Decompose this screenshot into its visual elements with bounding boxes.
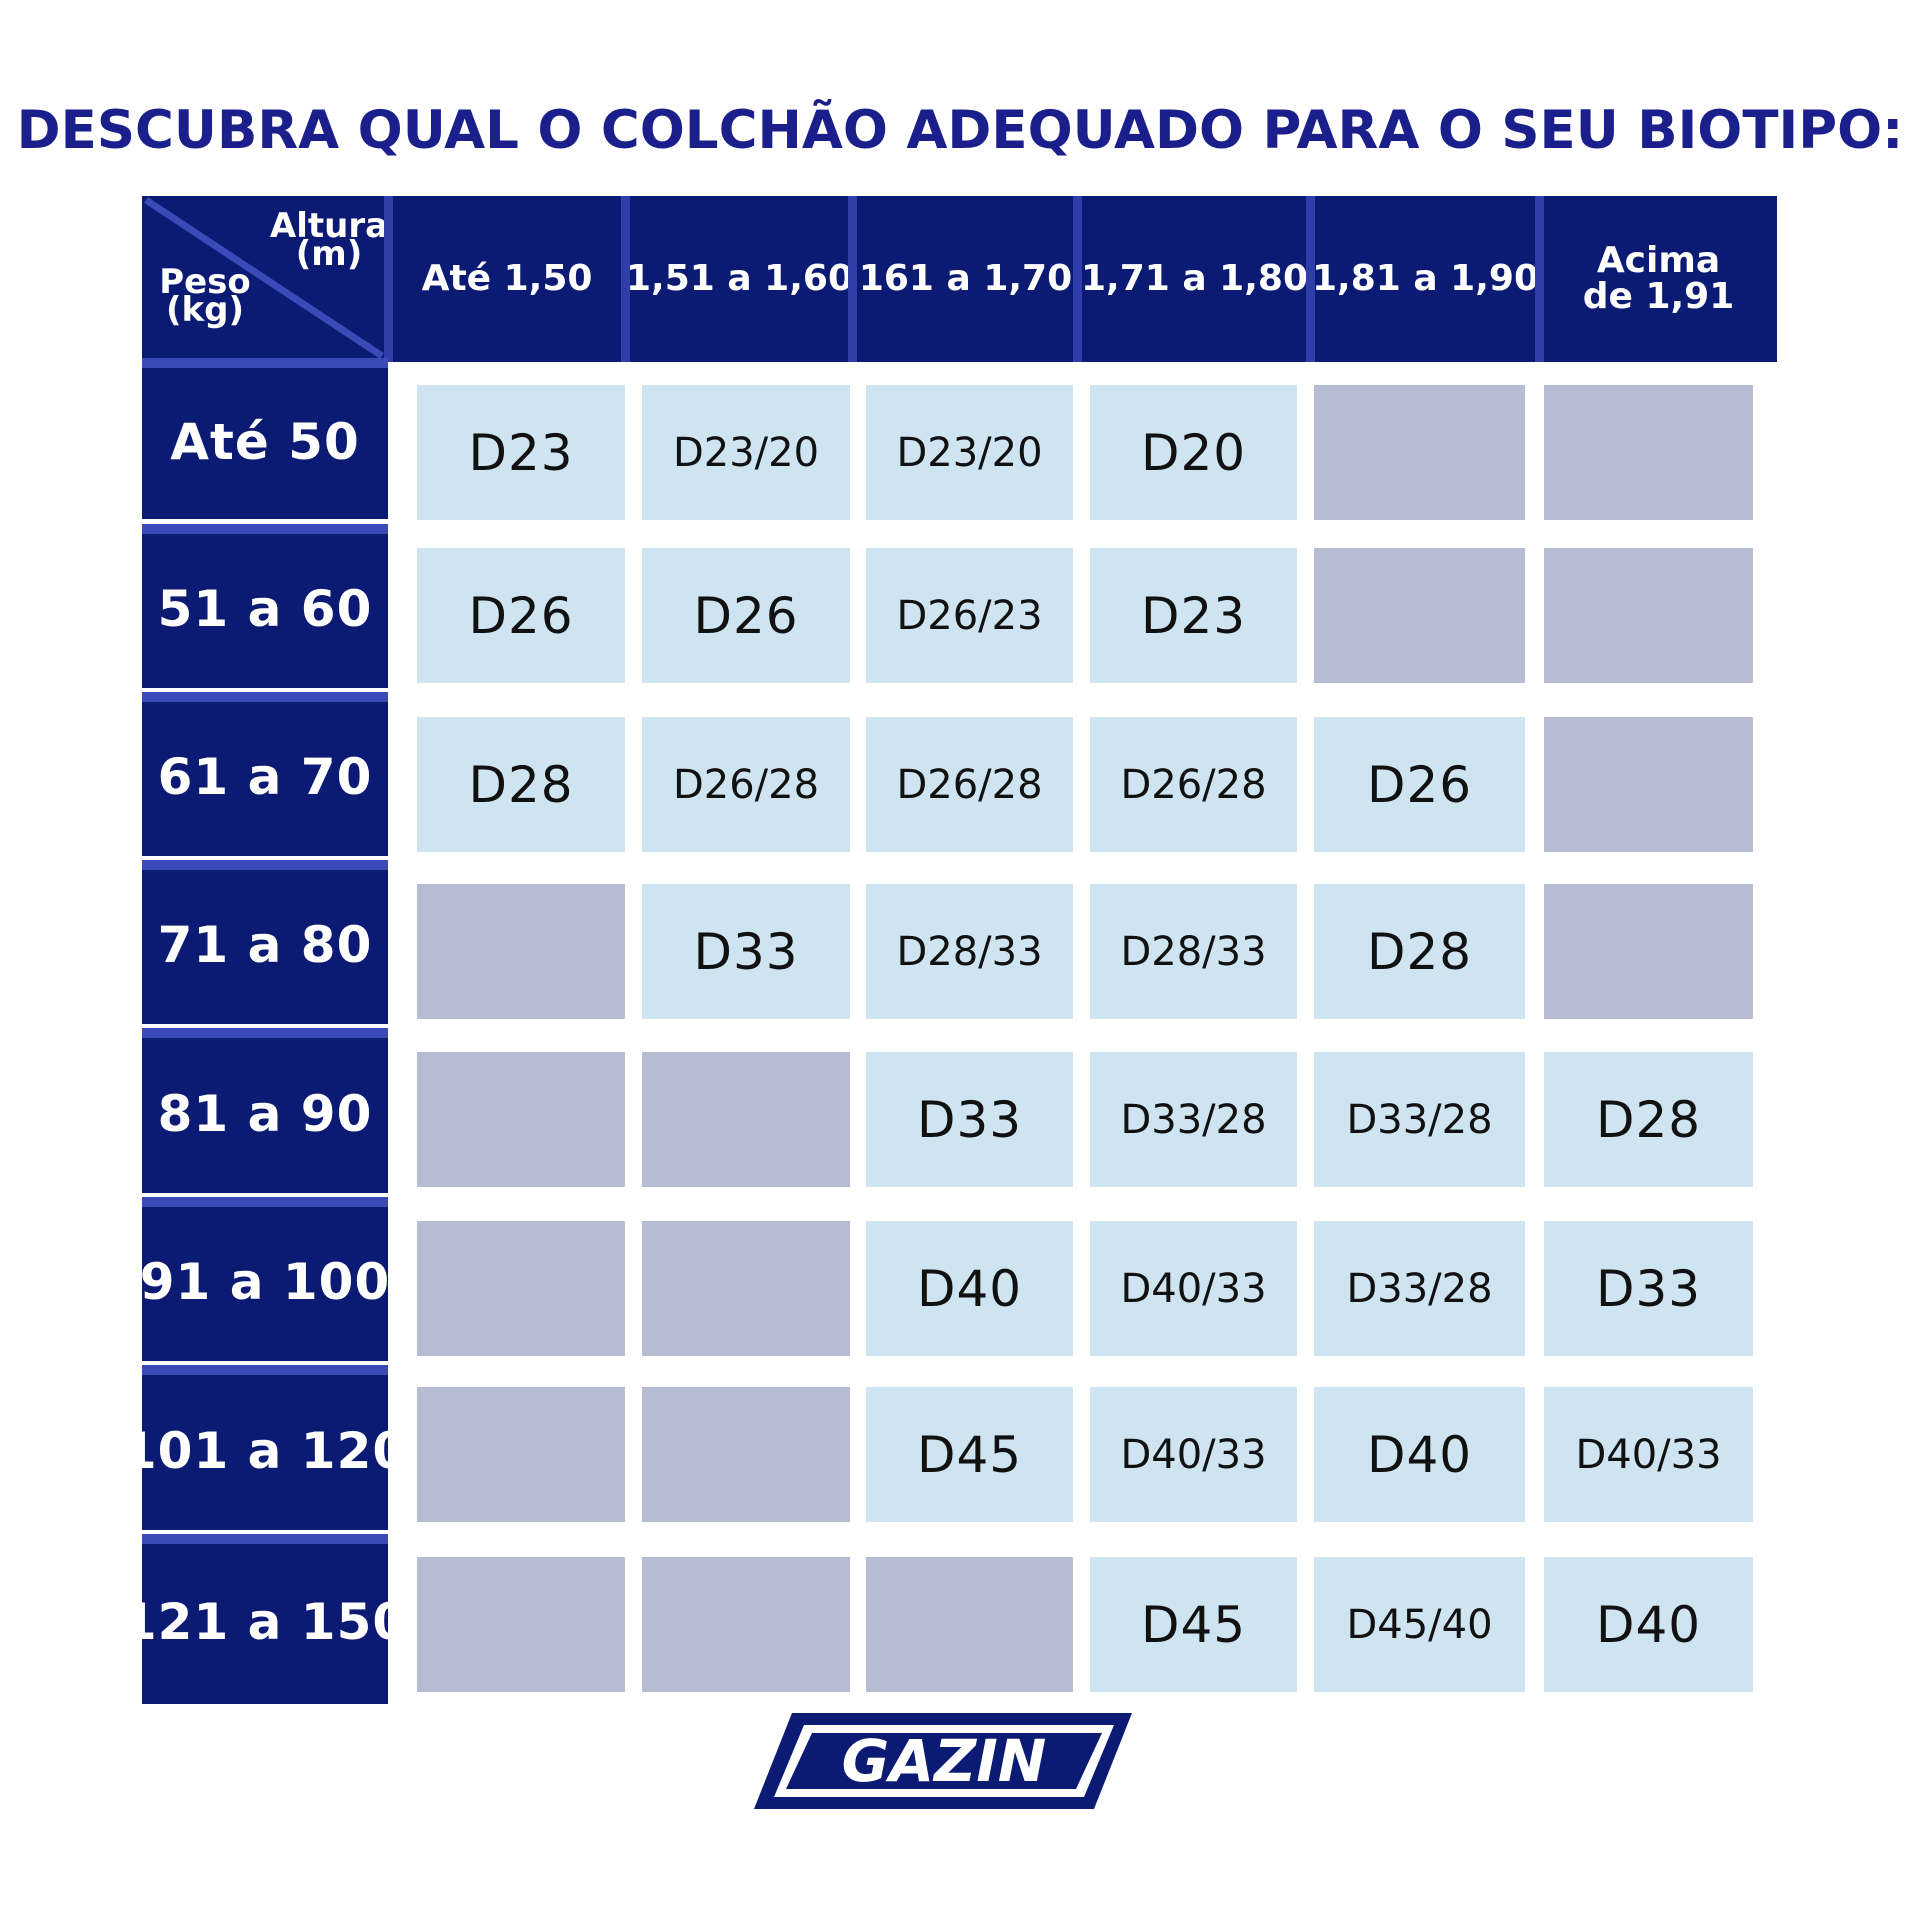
density-cell: D28 (1314, 884, 1525, 1019)
density-cell: D26 (1314, 717, 1525, 852)
density-cell: D45 (866, 1387, 1073, 1522)
corner-height-label: Altura (m) (254, 206, 404, 274)
row-header-divider (142, 692, 388, 702)
density-cell: D26/28 (642, 717, 850, 852)
density-cell: D40/33 (1544, 1387, 1753, 1522)
corner-diagonal-line (144, 197, 384, 359)
page-title: DESCUBRA QUAL O COLCHÃO ADEQUADO PARA O … (16, 100, 1904, 161)
density-cell: D33 (1544, 1221, 1753, 1356)
density-cell: D33 (866, 1052, 1073, 1187)
empty-cell (1544, 548, 1753, 683)
row-header-divider (142, 1365, 388, 1375)
column-header-divider (384, 196, 393, 362)
column-header-5: 1,81 a 1,90 (1311, 258, 1539, 299)
empty-cell (417, 884, 625, 1019)
density-cell: D26/28 (866, 717, 1073, 852)
column-header-divider (621, 196, 630, 362)
density-cell: D33 (642, 884, 850, 1019)
density-cell: D33/28 (1090, 1052, 1297, 1187)
density-cell: D20 (1090, 385, 1297, 520)
column-header-divider (1073, 196, 1082, 362)
density-cell: D23 (1090, 548, 1297, 683)
column-header-3: 161 a 1,70 (858, 258, 1073, 299)
density-cell: D26/23 (866, 548, 1073, 683)
row-header-1: Até 50 (142, 364, 388, 519)
empty-cell (1314, 385, 1525, 520)
empty-cell (1314, 548, 1525, 683)
corner-height-unit: (m) (295, 234, 363, 274)
gazin-logo: GAZIN (754, 1713, 1132, 1809)
empty-cell (866, 1557, 1073, 1692)
empty-cell (1544, 717, 1753, 852)
row-header-divider (142, 524, 388, 534)
empty-cell (642, 1557, 850, 1692)
density-cell: D28 (1544, 1052, 1753, 1187)
column-header-1: Até 1,50 (421, 258, 593, 299)
row-header-8: 121 a 150 (122, 1540, 407, 1704)
density-cell: D28/33 (1090, 884, 1297, 1019)
column-header-divider (1535, 196, 1544, 362)
density-cell: D45 (1090, 1557, 1297, 1692)
empty-cell (1544, 385, 1753, 520)
density-cell: D40 (866, 1221, 1073, 1356)
row-header-divider (142, 1028, 388, 1038)
empty-cell (417, 1557, 625, 1692)
empty-cell (417, 1052, 625, 1187)
density-cell: D26 (417, 548, 625, 683)
density-cell: D40/33 (1090, 1221, 1297, 1356)
row-header-divider (142, 860, 388, 870)
corner-weight-label: Peso (kg) (150, 262, 260, 330)
density-cell: D40 (1314, 1387, 1525, 1522)
row-header-7: 101 a 120 (122, 1371, 407, 1530)
row-header-divider (142, 1534, 388, 1544)
row-header-divider (142, 358, 388, 368)
density-cell: D26 (642, 548, 850, 683)
empty-cell (417, 1387, 625, 1522)
density-cell: D23/20 (642, 385, 850, 520)
row-header-5: 81 a 90 (142, 1034, 388, 1193)
row-header-3: 61 a 70 (142, 698, 388, 856)
column-header-divider (848, 196, 857, 362)
row-header-divider (142, 1197, 388, 1207)
row-header-4: 71 a 80 (142, 866, 388, 1024)
empty-cell (1544, 884, 1753, 1019)
density-cell: D40 (1544, 1557, 1753, 1692)
row-header-6: 91 a 100 (140, 1203, 389, 1361)
column-header-4: 1,71 a 1,80 (1080, 258, 1308, 299)
table-corner-header: Altura (m) Peso (kg) (142, 196, 388, 362)
density-cell: D33/28 (1314, 1052, 1525, 1187)
density-cell: D28 (417, 717, 625, 852)
row-header-2: 51 a 60 (142, 530, 388, 688)
empty-cell (642, 1052, 850, 1187)
density-cell: D26/28 (1090, 717, 1297, 852)
density-cell: D40/33 (1090, 1387, 1297, 1522)
density-cell: D33/28 (1314, 1221, 1525, 1356)
empty-cell (642, 1387, 850, 1522)
empty-cell (417, 1221, 625, 1356)
column-header-2: 1,51 a 1,60 (626, 258, 854, 299)
corner-weight-unit: (kg) (165, 290, 245, 330)
empty-cell (642, 1221, 850, 1356)
column-header-divider (1306, 196, 1315, 362)
logo-text: GAZIN (842, 1727, 1047, 1795)
density-cell: D28/33 (866, 884, 1073, 1019)
corner-weight-text: Peso (159, 262, 251, 302)
density-cell: D23/20 (866, 385, 1073, 520)
table-header-band (142, 196, 1777, 362)
density-cell: D23 (417, 385, 625, 520)
density-cell: D45/40 (1314, 1557, 1525, 1692)
column-header-6: Acima de 1,91 (1582, 240, 1735, 317)
corner-height-text: Altura (269, 206, 389, 246)
